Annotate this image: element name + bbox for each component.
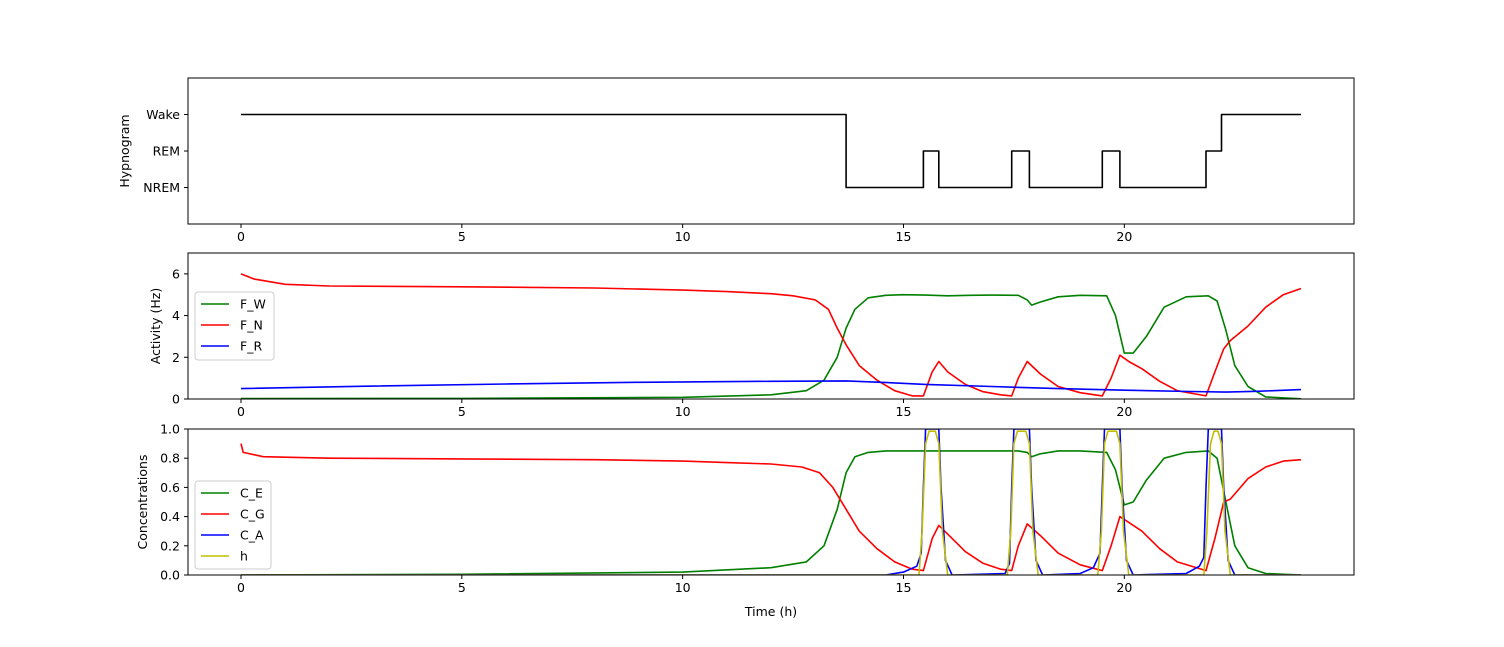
- panel-activity-ytick-label: 0: [172, 392, 180, 407]
- panel-activity-xtick-label: 20: [1116, 404, 1132, 419]
- panel-hypnogram-xtick-label: 20: [1116, 229, 1132, 244]
- panel-activity-legend-label-f-r: F_R: [240, 339, 262, 354]
- panel-concentrations-series-c-g-line: [241, 444, 1301, 571]
- panel-concentrations-xtick-label: 10: [675, 580, 691, 595]
- panel-concentrations-ylabel: Concentrations: [135, 455, 150, 550]
- panel-concentrations-legend-label-c-a: C_A: [240, 528, 264, 543]
- panel-activity-frame: [188, 253, 1354, 399]
- panel-activity-xtick-label: 10: [675, 404, 691, 419]
- panel-concentrations-xtick-label: 5: [458, 580, 466, 595]
- panel-hypnogram-frame: [188, 78, 1354, 224]
- panel-hypnogram-ytick-label: REM: [153, 144, 180, 159]
- panel-activity-legend-label-f-w: F_W: [240, 297, 266, 312]
- panel-concentrations-xlabel: Time (h): [744, 604, 797, 619]
- panel-activity-xtick-label: 15: [896, 404, 912, 419]
- panel-concentrations-ytick-label: 0.4: [160, 509, 180, 524]
- panel-concentrations-frame: [188, 429, 1354, 575]
- panel-hypnogram-ylabel: Hypnogram: [117, 114, 132, 187]
- panel-concentrations-xtick-label: 0: [237, 580, 245, 595]
- panel-concentrations-ytick-label: 0.0: [160, 568, 180, 583]
- panel-concentrations-xtick-label: 20: [1116, 580, 1132, 595]
- panel-activity-series-f-r-line: [241, 381, 1301, 392]
- panel-concentrations-legend-label-h: h: [240, 549, 248, 564]
- panel-activity-series-f-w-line: [241, 295, 1301, 399]
- panel-concentrations-ytick-label: 0.8: [160, 451, 180, 466]
- panel-concentrations-xtick-label: 15: [896, 580, 912, 595]
- panel-activity-xtick-label: 0: [237, 404, 245, 419]
- panel-hypnogram-series-hypnogram-line: [241, 115, 1301, 188]
- panel-activity-legend-label-f-n: F_N: [240, 318, 263, 333]
- panel-activity-series-f-n-line: [241, 274, 1301, 396]
- panel-hypnogram-xtick-label: 0: [237, 229, 245, 244]
- panel-hypnogram-xtick-label: 15: [896, 229, 912, 244]
- panel-hypnogram-xtick-label: 5: [458, 229, 466, 244]
- panel-concentrations-series-c-e-line: [241, 451, 1301, 575]
- panel-activity-ytick-label: 2: [172, 350, 180, 365]
- panel-hypnogram-ytick-label: Wake: [146, 107, 180, 122]
- panel-concentrations-series-h-line: [241, 431, 1301, 575]
- panel-activity-ytick-label: 4: [172, 308, 180, 323]
- panel-activity-ylabel: Activity (Hz): [148, 288, 163, 364]
- panel-concentrations-ytick-label: 1.0: [160, 422, 180, 437]
- panel-activity-ytick-label: 6: [172, 266, 180, 281]
- panel-concentrations-legend-label-c-e: C_E: [240, 486, 263, 501]
- panel-hypnogram-xtick-label: 10: [675, 229, 691, 244]
- panel-concentrations-series-c-a-line: [241, 429, 1301, 575]
- panel-hypnogram-ytick-label: NREM: [143, 180, 180, 195]
- panel-activity-xtick-label: 5: [458, 404, 466, 419]
- panel-concentrations-ytick-label: 0.2: [160, 538, 180, 553]
- panel-concentrations-ytick-label: 0.6: [160, 480, 180, 495]
- panel-concentrations-legend-label-c-g: C_G: [240, 507, 265, 522]
